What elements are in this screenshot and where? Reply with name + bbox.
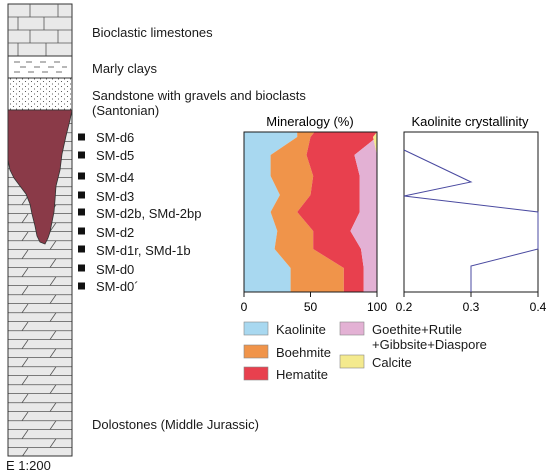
crystallinity-title: Kaolinite crystallinity [411, 114, 529, 129]
sample-label: SM-d3 [96, 189, 135, 204]
sample-label: SM-d2 [96, 225, 135, 240]
crystallinity-tick-label: 0.2 [396, 300, 413, 314]
mineralogy-areas [244, 132, 377, 292]
sample-marker [78, 191, 85, 199]
legend-label-goethite-2: +Gibbsite+Diaspore [372, 337, 487, 352]
sample-marker [78, 172, 85, 180]
legend-label-calcite: Calcite [372, 355, 412, 370]
crystallinity-tick-label: 0.4 [530, 300, 547, 314]
crystallinity-chart: 0.2 0.3 0.4 Kaolinite crystallinity [396, 114, 547, 314]
legend-swatch-calcite [339, 354, 365, 369]
legend-label-boehmite: Boehmite [276, 345, 331, 360]
legend-swatch-goethite [339, 321, 365, 336]
area-goethite [350, 132, 377, 292]
legend-swatch-boehmite [243, 344, 269, 359]
mineralogy-x-ticks: 0 50 100 [241, 292, 387, 314]
sample-marker [78, 245, 85, 253]
mineralogy-tick-label: 50 [304, 300, 318, 314]
bauxite-infill [7, 109, 73, 245]
area-hematite [297, 132, 377, 292]
bioclastic-limestones-unit [7, 3, 73, 57]
area-boehmite [270, 132, 344, 292]
legend [243, 321, 365, 381]
sample-marker [78, 151, 85, 159]
sample-marker [78, 227, 85, 235]
sample-marker [78, 133, 85, 141]
mineralogy-tick-label: 100 [367, 300, 387, 314]
label-dolostones: Dolostones (Middle Jurassic) [92, 417, 259, 432]
legend-label-goethite: Goethite+Rutile [372, 322, 462, 337]
label-sandstone-age: (Santonian) [92, 103, 160, 118]
sandstone-unit [7, 77, 73, 111]
label-bioclastic-limestones: Bioclastic limestones [92, 25, 213, 40]
mineralogy-tick-label: 0 [241, 300, 248, 314]
sample-marker [78, 282, 85, 290]
crystallinity-x-ticks: 0.2 0.3 0.4 [396, 292, 547, 314]
stratigraphic-column [7, 3, 73, 457]
legend-label-kaolinite: Kaolinite [276, 322, 326, 337]
label-marly-clays: Marly clays [92, 61, 158, 76]
crystallinity-line [403, 149, 539, 292]
sample-label: SM-d6 [96, 130, 135, 145]
sample-label: SM-d0 [96, 262, 135, 277]
sample-label: SM-d4 [96, 170, 135, 185]
mineralogy-title: Mineralogy (%) [266, 114, 353, 129]
legend-label-hematite: Hematite [276, 367, 329, 382]
sample-marker [78, 264, 85, 272]
sample-marker [78, 208, 85, 216]
crystallinity-tick-label: 0.3 [463, 300, 480, 314]
sample-label: SM-d5 [96, 148, 135, 163]
marly-clays-unit [7, 55, 73, 79]
sample-label: SM-d0´ [96, 279, 139, 294]
sample-markers [78, 133, 85, 290]
mineralogy-chart: 0 50 100 Mineralogy (%) [241, 114, 388, 314]
scale-label: E 1:200 [6, 458, 51, 473]
legend-swatch-kaolinite [243, 321, 269, 336]
sample-label: SM-d1r, SMd-1b [96, 243, 191, 258]
legend-swatch-hematite [243, 366, 269, 381]
label-sandstone: Sandstone with gravels and bioclasts [92, 88, 306, 103]
sample-label: SM-d2b, SMd-2bp [96, 206, 202, 221]
